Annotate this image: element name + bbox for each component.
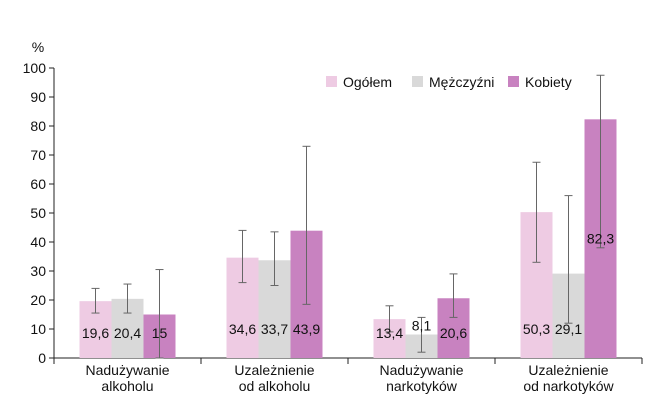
legend: Ogółem Mężczyźni Kobiety xyxy=(326,74,572,90)
y-tick-label: 90 xyxy=(30,89,46,105)
data-label: 8,1 xyxy=(412,318,432,334)
y-tick-label: 10 xyxy=(30,321,46,337)
x-category-label: Uzależnienie od narkotyków xyxy=(523,362,614,394)
data-label: 50,3 xyxy=(523,321,550,337)
y-tick-label: 100 xyxy=(23,60,47,76)
data-label: 19,6 xyxy=(82,325,109,341)
x-category-label-line: Uzależnienie xyxy=(528,362,608,378)
data-labels-group: 19,6 20,4 15 34,6 33,7 43,9 13,4 8,1 20,6 50,3 29,… xyxy=(82,231,614,341)
data-label: 82,3 xyxy=(587,231,614,247)
data-label: 34,6 xyxy=(229,321,256,337)
legend-swatch xyxy=(508,76,519,87)
y-tick-label: 0 xyxy=(38,350,46,366)
data-label: 20,6 xyxy=(440,325,467,341)
y-tick-label: 30 xyxy=(30,263,46,279)
x-category-label-line: Nadużywanie xyxy=(85,362,169,378)
x-category-label: Nadużywanie alkoholu xyxy=(85,362,169,394)
x-category-label-line: alkoholu xyxy=(101,378,153,394)
y-unit-label: % xyxy=(32,39,44,55)
data-label: 43,9 xyxy=(293,321,320,337)
legend-label: Mężczyźni xyxy=(429,74,494,90)
y-tick-label: 70 xyxy=(30,147,46,163)
data-label: 33,7 xyxy=(261,321,288,337)
error-bars-group xyxy=(91,74,605,359)
data-label: 15 xyxy=(152,325,168,341)
x-category-label-line: narkotyków xyxy=(386,378,458,394)
x-category-label-line: Nadużywanie xyxy=(379,362,463,378)
data-label: 20,4 xyxy=(114,325,141,341)
data-label: 13,4 xyxy=(376,325,403,341)
y-tick-label: 50 xyxy=(30,205,46,221)
data-label: 29,1 xyxy=(555,321,582,337)
x-category-label: Uzależnienie od alkoholu xyxy=(234,362,314,394)
legend-label: Ogółem xyxy=(343,74,392,90)
x-category-label-line: od alkoholu xyxy=(239,378,311,394)
y-tick-label: 20 xyxy=(30,292,46,308)
legend-swatch xyxy=(326,76,337,87)
y-tick-label: 40 xyxy=(30,234,46,250)
y-tick-label: 60 xyxy=(30,176,46,192)
x-category-label-line: od narkotyków xyxy=(523,378,614,394)
y-tick-label: 80 xyxy=(30,118,46,134)
legend-label: Kobiety xyxy=(525,74,572,90)
x-category-label-line: Uzależnienie xyxy=(234,362,314,378)
legend-swatch xyxy=(412,76,423,87)
y-axis: 0 10 20 30 40 50 60 70 80 90 100% xyxy=(23,39,55,366)
x-category-label: Nadużywanie narkotyków xyxy=(379,362,463,394)
